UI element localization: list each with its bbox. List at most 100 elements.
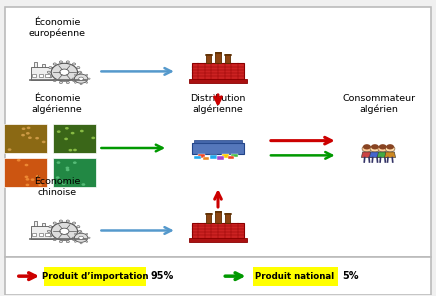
Bar (42, 223, 44, 226)
Text: 5%: 5% (342, 271, 358, 281)
Circle shape (75, 233, 76, 235)
Circle shape (72, 79, 75, 81)
Circle shape (17, 159, 20, 162)
Circle shape (77, 67, 80, 69)
Text: Produit d’importation: Produit d’importation (42, 272, 148, 281)
Circle shape (57, 130, 61, 133)
Circle shape (49, 226, 52, 228)
Circle shape (88, 78, 90, 79)
Polygon shape (369, 152, 380, 157)
Circle shape (51, 63, 78, 81)
Circle shape (79, 77, 83, 80)
Bar (189, 79, 247, 83)
Bar (192, 63, 244, 79)
Circle shape (86, 82, 88, 83)
Circle shape (26, 132, 30, 135)
Circle shape (66, 220, 69, 222)
Circle shape (78, 230, 82, 232)
Bar (4, 157, 48, 187)
Circle shape (53, 222, 56, 224)
Circle shape (59, 179, 63, 182)
Circle shape (66, 81, 69, 83)
Circle shape (27, 127, 31, 129)
Circle shape (72, 239, 75, 241)
Circle shape (53, 79, 56, 81)
Bar (34, 62, 37, 67)
Circle shape (75, 74, 88, 83)
Bar (31, 226, 55, 239)
Circle shape (49, 235, 52, 237)
Bar (198, 155, 204, 158)
Bar (192, 223, 244, 239)
Circle shape (80, 130, 84, 132)
Circle shape (88, 237, 90, 239)
Circle shape (86, 74, 88, 75)
Circle shape (21, 134, 25, 136)
Circle shape (65, 127, 69, 130)
Circle shape (77, 235, 80, 237)
Circle shape (36, 175, 40, 178)
Bar (225, 54, 230, 63)
Circle shape (53, 239, 56, 241)
Circle shape (362, 146, 371, 152)
Bar (4, 124, 48, 154)
Circle shape (370, 146, 380, 152)
Circle shape (75, 82, 76, 83)
Circle shape (66, 240, 69, 243)
Circle shape (26, 184, 29, 186)
Circle shape (35, 137, 39, 139)
Circle shape (24, 164, 28, 166)
Bar (215, 211, 221, 223)
FancyBboxPatch shape (192, 143, 244, 154)
Bar (228, 156, 235, 159)
Circle shape (86, 241, 88, 242)
Circle shape (64, 138, 68, 140)
Text: 95%: 95% (150, 271, 174, 281)
Bar (222, 155, 228, 158)
Circle shape (59, 240, 62, 243)
Circle shape (47, 230, 51, 232)
Circle shape (28, 136, 32, 139)
Circle shape (80, 242, 82, 244)
Circle shape (60, 69, 69, 75)
Circle shape (71, 132, 75, 134)
Circle shape (38, 184, 42, 186)
Circle shape (59, 220, 62, 222)
Text: Économie
chinoise: Économie chinoise (34, 177, 80, 197)
Circle shape (65, 167, 69, 169)
Circle shape (26, 178, 29, 181)
Bar (215, 211, 221, 212)
Bar (54, 124, 96, 154)
Bar (215, 52, 221, 53)
Circle shape (79, 236, 83, 239)
Circle shape (57, 161, 61, 164)
Bar (28, 238, 86, 239)
Circle shape (363, 144, 371, 149)
Circle shape (77, 226, 80, 228)
Circle shape (60, 228, 69, 234)
Circle shape (371, 144, 379, 149)
Circle shape (378, 146, 388, 152)
Bar (206, 54, 211, 63)
Circle shape (386, 144, 394, 149)
Bar (45, 73, 50, 77)
Circle shape (31, 178, 34, 181)
Circle shape (80, 232, 82, 233)
Text: Économie
algérienne: Économie algérienne (32, 94, 82, 114)
Bar (34, 221, 37, 226)
Circle shape (80, 73, 82, 74)
FancyBboxPatch shape (194, 140, 242, 143)
Bar (189, 239, 247, 242)
Circle shape (385, 146, 395, 152)
Polygon shape (377, 152, 388, 157)
Bar (225, 213, 230, 223)
Bar (206, 213, 211, 223)
Circle shape (59, 61, 62, 63)
Bar (44, 267, 146, 286)
Bar (210, 155, 217, 159)
Text: Distribution
algérienne: Distribution algérienne (190, 94, 246, 114)
Circle shape (82, 183, 85, 186)
Circle shape (86, 233, 88, 235)
Circle shape (24, 176, 28, 178)
Bar (45, 233, 50, 236)
